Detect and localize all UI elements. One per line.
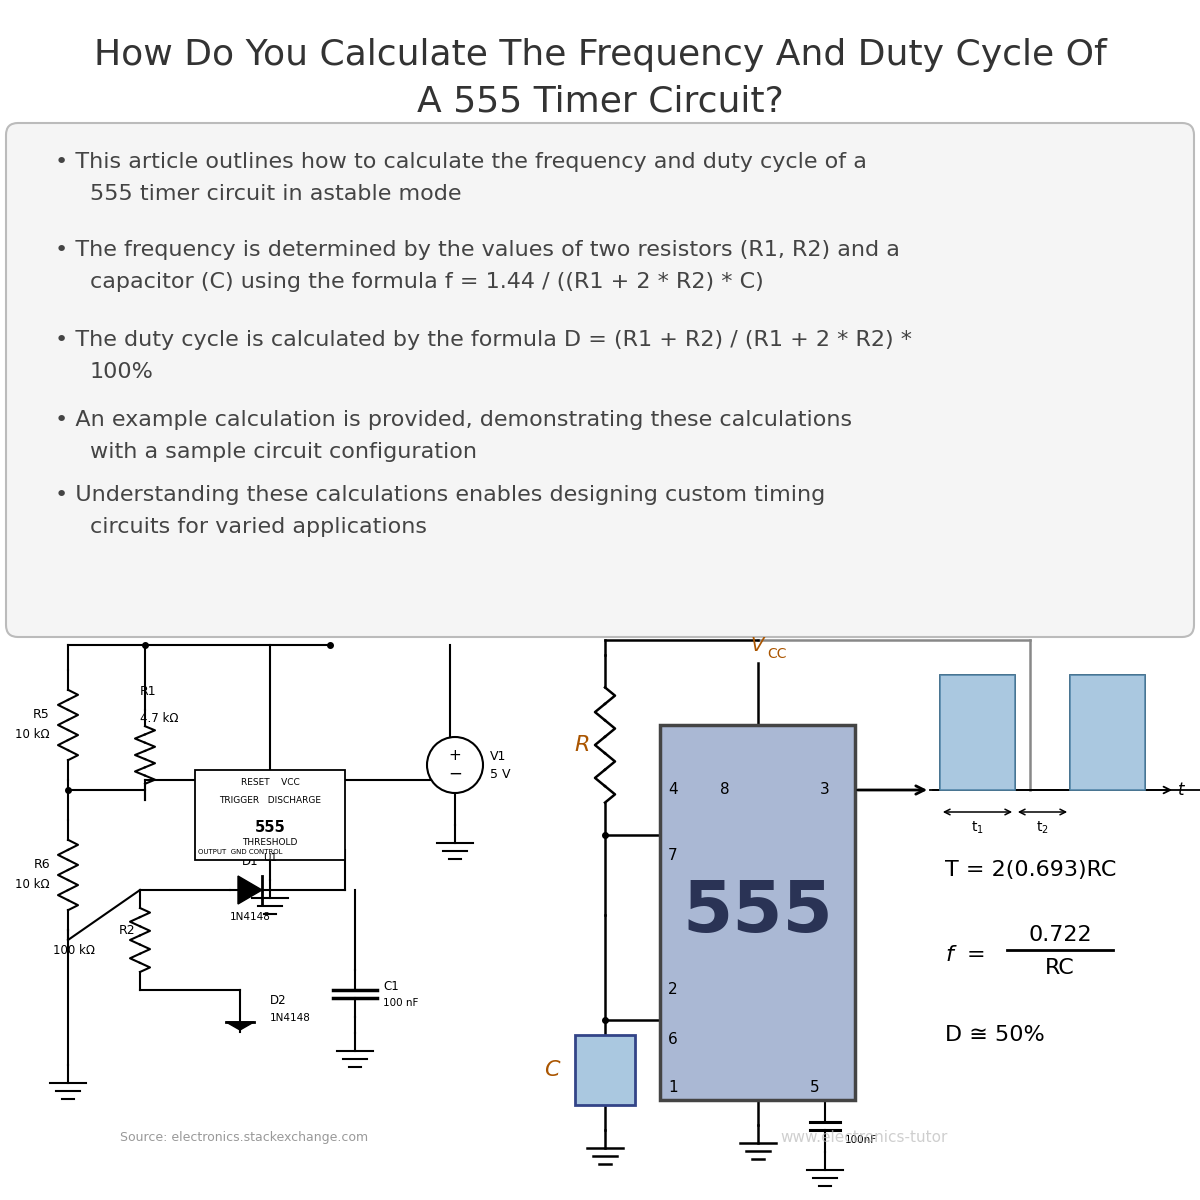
- Text: RC: RC: [1045, 958, 1075, 978]
- Text: t: t: [1178, 781, 1184, 799]
- Text: THRESHOLD: THRESHOLD: [242, 838, 298, 847]
- Text: C: C: [545, 1060, 560, 1080]
- Text: D2: D2: [270, 994, 287, 1007]
- Bar: [575, 1034, 635, 1105]
- Text: 2: 2: [668, 983, 678, 997]
- Text: D ≅ 50%: D ≅ 50%: [946, 1025, 1045, 1045]
- Text: T = 2(0.693)RC: T = 2(0.693)RC: [946, 860, 1116, 880]
- Text: D1: D1: [241, 854, 258, 868]
- Text: 1N4148: 1N4148: [270, 1013, 311, 1022]
- Text: 100 kΩ: 100 kΩ: [53, 943, 95, 956]
- Text: 555: 555: [254, 820, 286, 835]
- Text: 3: 3: [820, 782, 829, 798]
- Text: R: R: [575, 734, 590, 755]
- Circle shape: [427, 737, 482, 793]
- Bar: [940, 674, 1015, 790]
- Text: 10 kΩ: 10 kΩ: [16, 728, 50, 742]
- Text: R6: R6: [34, 858, 50, 871]
- Polygon shape: [226, 1022, 254, 1030]
- Text: t$_2$: t$_2$: [1036, 820, 1049, 836]
- Text: 100 nF: 100 nF: [383, 998, 419, 1008]
- Text: circuits for varied applications: circuits for varied applications: [90, 517, 427, 538]
- Text: 1: 1: [668, 1080, 678, 1096]
- Text: capacitor (C) using the formula f = 1.44 / ((R1 + 2 * R2) * C): capacitor (C) using the formula f = 1.44…: [90, 272, 763, 292]
- Text: R5: R5: [34, 708, 50, 721]
- Text: 4: 4: [668, 782, 678, 798]
- Text: www.electronics-tutor: www.electronics-tutor: [780, 1130, 947, 1146]
- FancyBboxPatch shape: [6, 122, 1194, 637]
- Text: RESET    VCC: RESET VCC: [241, 778, 299, 787]
- Text: R2: R2: [119, 924, 134, 936]
- Text: 8: 8: [720, 782, 730, 798]
- Text: • An example calculation is provided, demonstrating these calculations: • An example calculation is provided, de…: [55, 410, 852, 430]
- Text: 100nF: 100nF: [845, 1135, 877, 1145]
- Text: 1N4148: 1N4148: [229, 912, 270, 922]
- Text: t$_1$: t$_1$: [971, 820, 984, 836]
- Text: U1: U1: [263, 853, 277, 863]
- Text: Source: electronics.stackexchange.com: Source: electronics.stackexchange.com: [120, 1132, 368, 1145]
- Text: with a sample circuit configuration: with a sample circuit configuration: [90, 442, 478, 462]
- Text: 100%: 100%: [90, 362, 154, 382]
- Text: TRIGGER   DISCHARGE: TRIGGER DISCHARGE: [220, 796, 322, 805]
- Text: V1: V1: [490, 750, 506, 762]
- Text: OUTPUT  GND CONTROL: OUTPUT GND CONTROL: [198, 850, 282, 854]
- Polygon shape: [238, 876, 262, 904]
- Text: A 555 Timer Circuit?: A 555 Timer Circuit?: [416, 85, 784, 119]
- Text: CC: CC: [768, 647, 787, 661]
- Text: 0.722: 0.722: [1028, 925, 1092, 946]
- Text: 10 kΩ: 10 kΩ: [16, 878, 50, 892]
- Text: 555: 555: [682, 878, 833, 947]
- Bar: [1070, 674, 1145, 790]
- Bar: [660, 725, 854, 1100]
- Text: V: V: [751, 636, 764, 655]
- Text: $f$  =: $f$ =: [946, 946, 985, 965]
- Text: R1: R1: [140, 685, 157, 698]
- Text: How Do You Calculate The Frequency And Duty Cycle Of: How Do You Calculate The Frequency And D…: [94, 38, 1106, 72]
- Text: −: −: [448, 766, 462, 782]
- Text: 5: 5: [810, 1080, 820, 1096]
- Text: 6: 6: [668, 1032, 678, 1048]
- Text: • This article outlines how to calculate the frequency and duty cycle of a: • This article outlines how to calculate…: [55, 152, 866, 172]
- Text: 4.7 kΩ: 4.7 kΩ: [140, 712, 179, 725]
- Text: 555 timer circuit in astable mode: 555 timer circuit in astable mode: [90, 184, 462, 204]
- Text: 5 V: 5 V: [490, 768, 510, 780]
- Text: • The frequency is determined by the values of two resistors (R1, R2) and a: • The frequency is determined by the val…: [55, 240, 900, 260]
- Bar: [194, 770, 346, 860]
- Text: • Understanding these calculations enables designing custom timing: • Understanding these calculations enabl…: [55, 485, 826, 505]
- Text: 7: 7: [668, 847, 678, 863]
- Text: +: +: [449, 749, 461, 763]
- Text: • The duty cycle is calculated by the formula D = (R1 + R2) / (R1 + 2 * R2) *: • The duty cycle is calculated by the fo…: [55, 330, 912, 350]
- Text: C1: C1: [383, 980, 398, 994]
